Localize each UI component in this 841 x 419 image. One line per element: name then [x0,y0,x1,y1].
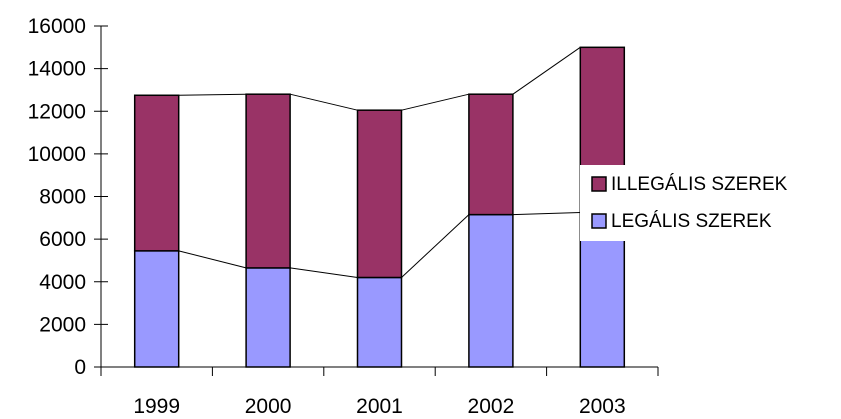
y-tick-label: 14000 [28,58,86,81]
y-tick-label: 0 [74,356,86,379]
series-line [289,93,358,111]
series-line [401,93,470,111]
x-tick-label: 2003 [579,395,626,418]
bar-segment-illegalis [356,109,403,279]
legend: ILLEGÁLIS SZEREK LEGÁLIS SZEREK [580,165,840,241]
series-line [290,267,358,278]
y-tick-label: 6000 [39,228,86,251]
bar-segment-legalis [133,250,180,368]
legend-label: LEGÁLIS SZEREK [611,211,772,232]
series-line [178,93,247,96]
legend-swatch [591,176,607,192]
legend-swatch [591,213,607,229]
y-tick-label: 12000 [28,100,86,123]
series-line [178,250,247,269]
y-axis: 0 2000 4000 6000 8000 10000 12000 14000 16000 [28,15,108,379]
y-tick-label: 2000 [39,313,86,336]
bar-segment-illegalis [245,93,291,269]
series-lines [178,46,581,278]
bar-segment-illegalis [468,93,514,216]
series-line [512,211,581,216]
y-tick-label: 10000 [28,143,86,166]
x-tick-label: 2000 [245,395,292,418]
legend-box [580,165,840,241]
series-line [401,214,470,278]
bars [133,46,626,368]
bar-segment-illegalis [133,94,180,252]
x-tick-label: 1999 [133,395,180,418]
bar-segment-legalis [356,276,403,368]
series-line [512,46,581,95]
bar-segment-legalis [468,213,514,368]
bar-segment-legalis [245,267,291,368]
x-tick-label: 2001 [356,395,403,418]
legend-label: ILLEGÁLIS SZEREK [611,174,788,195]
y-tick-label: 4000 [39,271,86,294]
x-tick-label: 2002 [468,395,515,418]
y-tick-label: 16000 [28,15,86,38]
y-tick-label: 8000 [39,186,86,209]
x-axis: 1999 2000 2001 2002 2003 [100,366,659,418]
